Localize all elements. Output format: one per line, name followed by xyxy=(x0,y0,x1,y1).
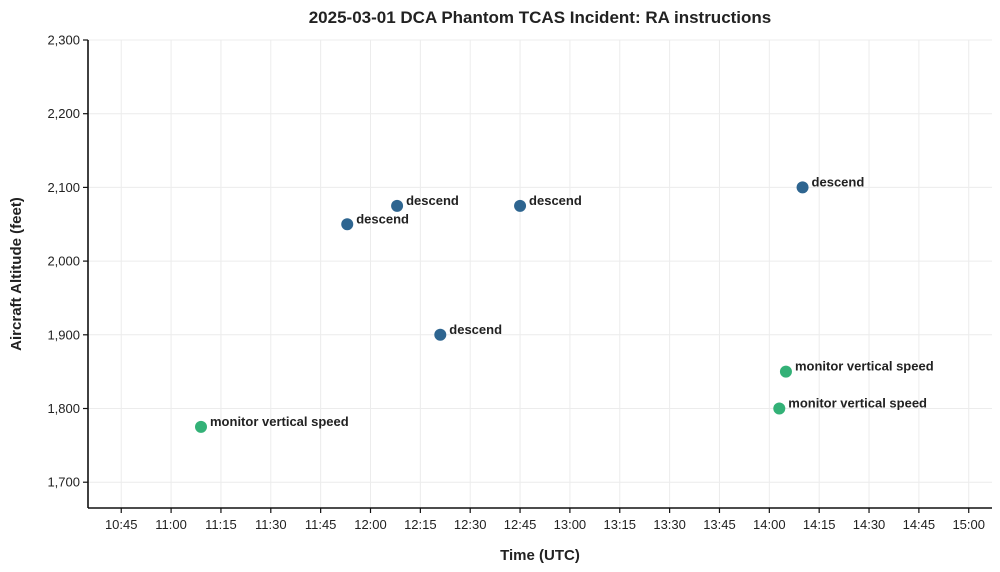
data-point xyxy=(514,199,527,212)
data-point xyxy=(434,328,447,341)
data-point-label: descend xyxy=(812,174,865,189)
data-point xyxy=(773,402,786,415)
x-tick-label: 12:15 xyxy=(404,517,437,532)
x-tick-label: 10:45 xyxy=(105,517,138,532)
y-tick-label: 2,300 xyxy=(47,33,80,48)
chart-title: 2025-03-01 DCA Phantom TCAS Incident: RA… xyxy=(309,8,772,27)
x-tick-label: 11:30 xyxy=(255,517,287,532)
y-tick-label: 2,100 xyxy=(47,180,80,195)
data-point xyxy=(796,181,809,194)
data-point-label: monitor vertical speed xyxy=(788,396,927,411)
data-point-label: monitor vertical speed xyxy=(795,359,934,374)
y-tick-label: 2,000 xyxy=(47,254,80,269)
axes-layer xyxy=(87,40,992,509)
x-tick-label: 12:30 xyxy=(454,517,487,532)
x-tick-label: 13:15 xyxy=(603,517,636,532)
y-tick-label: 1,800 xyxy=(47,401,80,416)
y-tick-label: 2,200 xyxy=(47,106,80,121)
grid-layer xyxy=(88,39,992,508)
x-tick-label: 13:30 xyxy=(653,517,686,532)
data-point-label: monitor vertical speed xyxy=(210,414,349,429)
ticks-layer: 10:45 11:00 11:15 11:30 11:45 12:00 12:15 12:30… xyxy=(47,33,985,533)
x-tick-label: 14:15 xyxy=(803,517,836,532)
data-point xyxy=(391,199,404,212)
y-axis-label: Aircraft Altitude (feet) xyxy=(8,197,25,351)
data-point xyxy=(341,218,354,231)
x-tick-label: 11:15 xyxy=(205,517,237,532)
x-axis-label: Time (UTC) xyxy=(500,547,580,564)
x-tick-label: 14:00 xyxy=(753,517,786,532)
data-point-label: descend xyxy=(356,211,409,226)
y-tick-label: 1,700 xyxy=(47,475,80,490)
data-point-label: descend xyxy=(449,322,502,337)
points-layer: monitor vertical speed descend descend desc… xyxy=(195,174,934,433)
y-tick-label: 1,900 xyxy=(47,327,80,342)
data-point-label: descend xyxy=(406,193,459,208)
data-point xyxy=(195,420,207,433)
x-tick-label: 14:45 xyxy=(903,517,936,532)
x-tick-label: 11:00 xyxy=(155,517,187,532)
x-tick-label: 15:00 xyxy=(952,517,985,532)
x-tick-label: 12:00 xyxy=(354,517,387,532)
x-tick-label: 13:00 xyxy=(554,517,587,532)
x-tick-label: 12:45 xyxy=(504,517,537,532)
data-point xyxy=(779,365,792,378)
x-tick-label: 14:30 xyxy=(853,517,886,532)
x-tick-label: 13:45 xyxy=(703,517,736,532)
data-point-label: descend xyxy=(529,193,582,208)
x-tick-label: 11:45 xyxy=(305,517,337,532)
